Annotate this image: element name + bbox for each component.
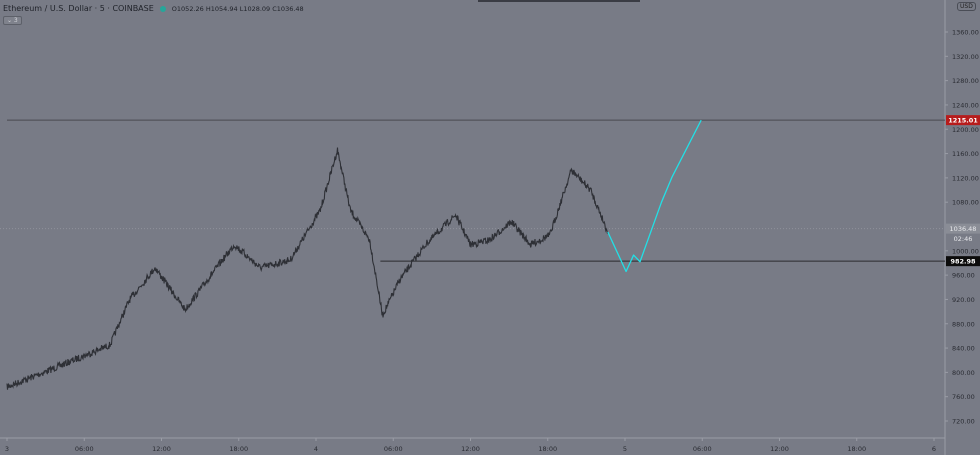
y-tick-label: 920.00 <box>952 296 975 304</box>
x-tick-label: 06:00 <box>384 445 403 453</box>
y-tick-label: 1240.00 <box>952 101 979 109</box>
x-tick-label: 5 <box>623 445 627 453</box>
y-tick-label: 1360.00 <box>952 29 979 37</box>
x-tick-label: 06:00 <box>693 445 712 453</box>
chart-legend: Ethereum / U.S. Dollar · 5 · COINBASE O1… <box>3 4 304 13</box>
projection-line <box>607 119 702 273</box>
y-tick-label: 1000.00 <box>952 247 979 255</box>
x-tick-label: 18:00 <box>847 445 866 453</box>
y-tick-label: 1080.00 <box>952 199 979 207</box>
x-tick-label: 12:00 <box>461 445 480 453</box>
price-label-box <box>946 115 980 126</box>
y-tick-label: 800.00 <box>952 369 975 377</box>
last-price-box <box>946 223 980 234</box>
x-tick-label: 6 <box>932 445 936 453</box>
x-tick-label: 18:00 <box>229 445 248 453</box>
y-tick-label: 1160.00 <box>952 150 979 158</box>
y-tick-label: 720.00 <box>952 418 975 426</box>
x-tick-label: 18:00 <box>538 445 557 453</box>
y-tick-label: 960.00 <box>952 272 975 280</box>
x-tick-label: 12:00 <box>152 445 171 453</box>
y-tick-label: 1280.00 <box>952 77 979 85</box>
y-tick-label: 840.00 <box>952 345 975 353</box>
symbol-title[interactable]: Ethereum / U.S. Dollar · 5 · COINBASE <box>3 4 154 13</box>
indicators-toggle-button[interactable]: ⌄ 3 <box>3 16 22 25</box>
x-tick-label: 3 <box>5 445 9 453</box>
x-tick-label: 12:00 <box>770 445 789 453</box>
price-series-line <box>6 147 609 390</box>
y-tick-label: 1320.00 <box>952 53 979 61</box>
ohlc-values: O1052.26 H1054.94 L1028.09 C1036.48 <box>171 4 304 13</box>
price-label: 1215.01 <box>948 117 978 125</box>
price-label: 982.98 <box>950 258 976 266</box>
y-tick-label: 1200.00 <box>952 126 979 134</box>
y-tick-label: 760.00 <box>952 393 975 401</box>
x-tick-label: 06:00 <box>75 445 94 453</box>
currency-button[interactable]: USD <box>957 2 976 11</box>
x-tick-label: 4 <box>314 445 318 453</box>
top-toolbar-handle[interactable] <box>478 0 640 2</box>
y-tick-label: 880.00 <box>952 320 975 328</box>
y-tick-label: 1120.00 <box>952 174 979 182</box>
market-status-icon <box>159 5 166 12</box>
price-label-box <box>946 256 980 267</box>
last-price-label: 1036.48 <box>950 225 977 233</box>
countdown-label: 02:46 <box>954 235 973 243</box>
